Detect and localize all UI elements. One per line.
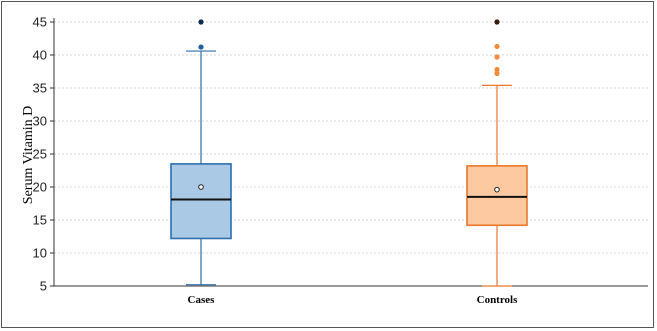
box-controls	[466, 19, 528, 287]
outlier-point	[198, 44, 204, 50]
y-tick-label: 25	[33, 147, 47, 162]
mean-marker	[494, 186, 500, 193]
y-tick-label: 40	[33, 48, 47, 63]
y-axis: 5 10 15 20 25 30 35 40 45	[33, 15, 55, 294]
iqr-box	[466, 165, 528, 227]
x-axis: Cases Controls	[54, 285, 648, 306]
outlier-point	[494, 43, 500, 50]
mean-marker	[198, 184, 204, 190]
y-tick-label: 5	[40, 279, 47, 294]
outlier-point	[494, 19, 500, 25]
y-axis-title: Serum Vitamin D	[21, 106, 36, 204]
x-category-label: Cases	[188, 294, 216, 306]
outlier-point	[494, 54, 500, 60]
boxes	[170, 19, 528, 287]
grid-lines	[54, 21, 648, 254]
y-tick-label: 20	[33, 180, 47, 195]
y-tick-label: 10	[33, 246, 47, 261]
outlier-point	[198, 19, 204, 25]
iqr-box	[170, 163, 232, 240]
outlier-point	[494, 66, 500, 73]
outlier-point	[494, 70, 500, 77]
x-category-label: Controls	[477, 294, 518, 306]
y-tick-label: 45	[33, 15, 47, 30]
y-tick-label: 30	[33, 114, 47, 129]
y-tick-label: 15	[33, 213, 47, 228]
y-tick-label: 35	[33, 81, 47, 96]
box-cases	[170, 19, 232, 286]
